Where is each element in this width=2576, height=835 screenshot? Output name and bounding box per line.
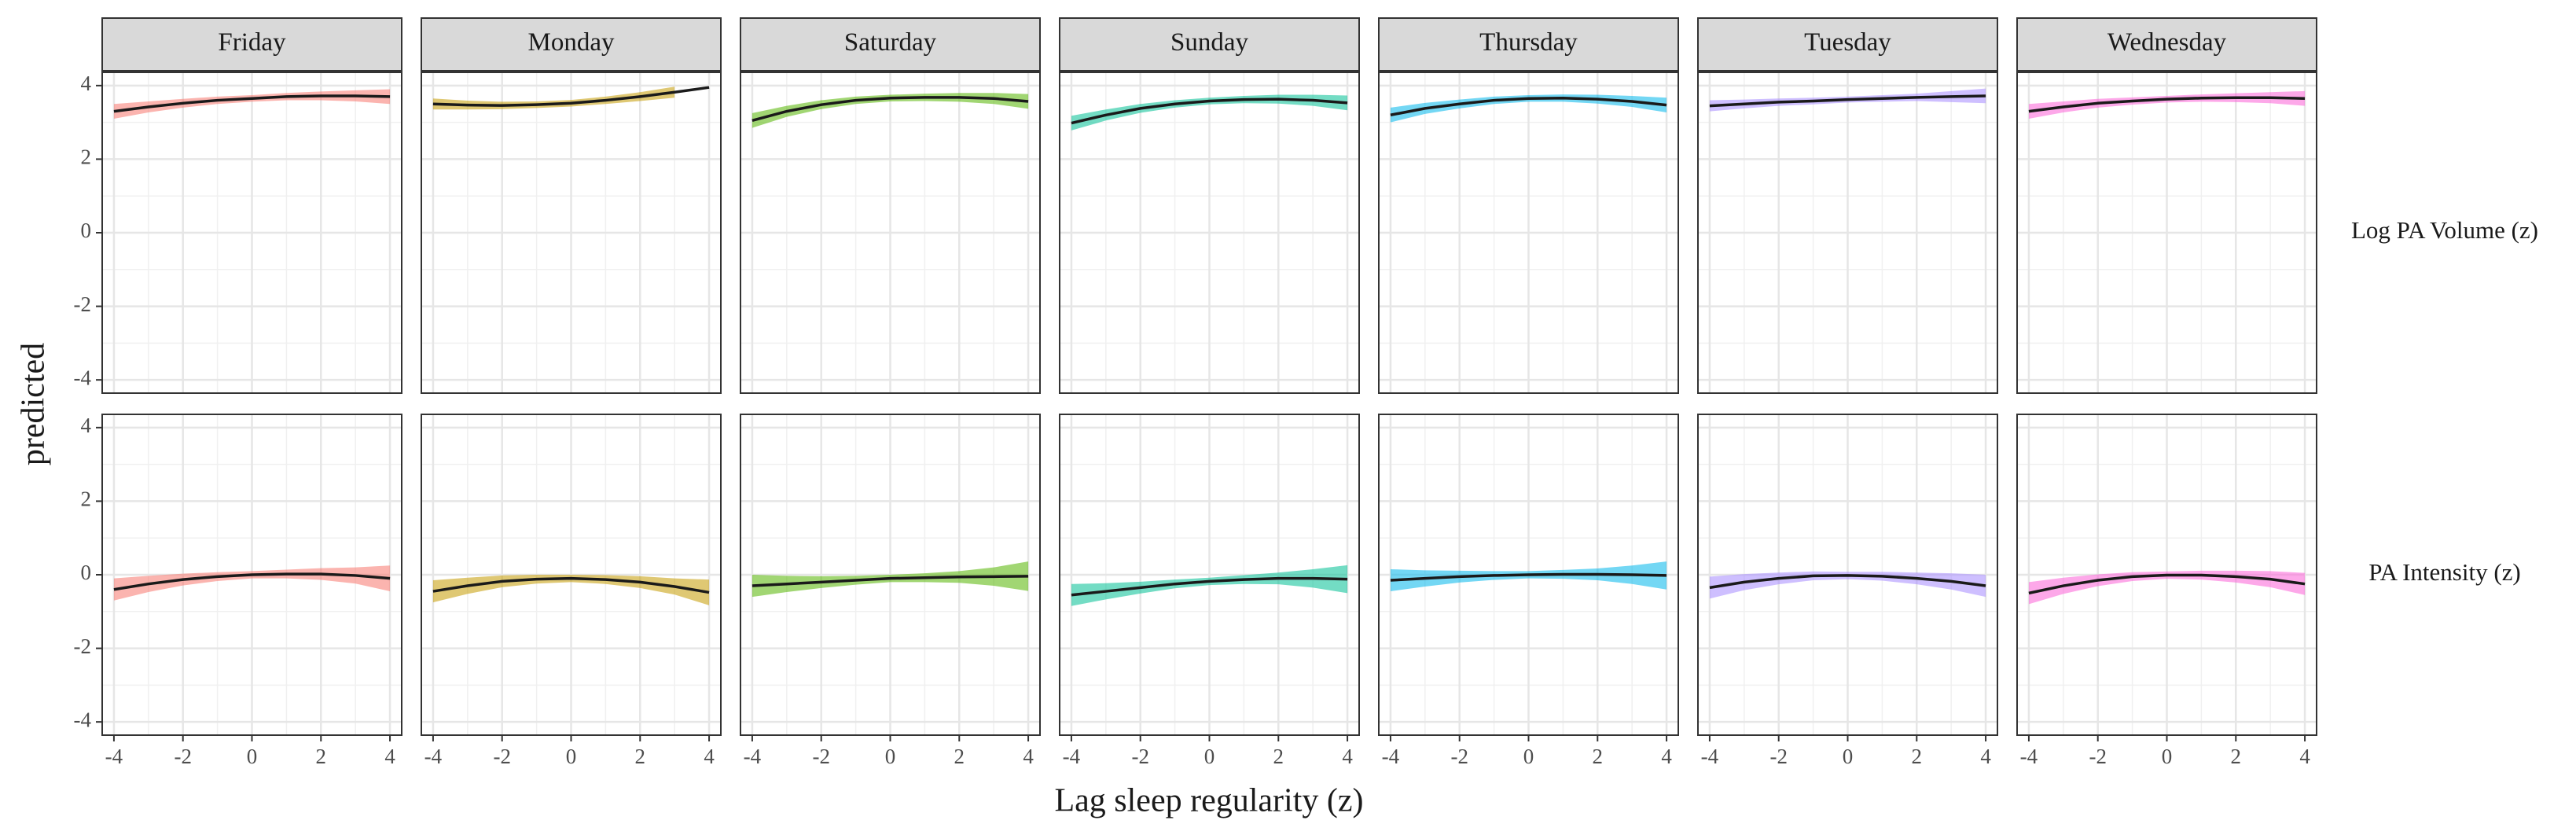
x-tick-label: 2 bbox=[1912, 745, 1923, 768]
trend-line bbox=[113, 572, 391, 591]
x-tick-label: 0 bbox=[1523, 745, 1534, 768]
strip-label: Saturday bbox=[844, 28, 937, 57]
strip-label: Friday bbox=[218, 28, 286, 57]
x-tick-label: -2 bbox=[1131, 745, 1149, 768]
y-tick-label: 4 bbox=[81, 72, 92, 95]
y-axis-title: predicted bbox=[16, 343, 52, 465]
y-tick-label: 4 bbox=[81, 414, 92, 437]
trend-line bbox=[2028, 573, 2306, 595]
strip-background bbox=[1059, 17, 1360, 72]
y-tick-label: 0 bbox=[81, 219, 92, 242]
confidence-band bbox=[751, 93, 1029, 128]
row-label: PA Intensity (z) bbox=[2368, 558, 2520, 586]
trend-line bbox=[1390, 97, 1667, 116]
strip-background bbox=[740, 17, 1041, 72]
x-tick-label: 2 bbox=[1273, 745, 1284, 768]
trend-line bbox=[1071, 97, 1348, 125]
x-tick-label: 4 bbox=[1023, 745, 1034, 768]
strip-background bbox=[2016, 17, 2317, 72]
panel-border bbox=[421, 72, 722, 394]
x-tick-label: 0 bbox=[566, 745, 577, 768]
panel-border bbox=[1378, 72, 1679, 394]
trend-line bbox=[751, 96, 1029, 122]
x-tick-label: -2 bbox=[1769, 745, 1788, 768]
strip-label: Monday bbox=[528, 28, 615, 57]
y-tick-label: 0 bbox=[81, 561, 92, 584]
y-tick-label: -2 bbox=[74, 292, 92, 316]
x-tick-label: 0 bbox=[247, 745, 258, 768]
confidence-band bbox=[1071, 565, 1348, 606]
x-tick-label: -4 bbox=[1063, 745, 1081, 768]
trend-line bbox=[113, 94, 391, 113]
trend-line bbox=[2028, 96, 2306, 113]
strip-label: Sunday bbox=[1170, 28, 1249, 57]
panel-border bbox=[1059, 72, 1360, 394]
x-tick-label: 2 bbox=[316, 745, 327, 768]
x-tick-label: 4 bbox=[384, 745, 395, 768]
x-tick-label: -4 bbox=[744, 745, 762, 768]
trend-line bbox=[432, 86, 710, 107]
row-label: Log PA Volume (z) bbox=[2351, 216, 2538, 244]
y-tick-label: 2 bbox=[81, 487, 92, 511]
x-tick-label: 2 bbox=[2231, 745, 2242, 768]
x-tick-label: 2 bbox=[635, 745, 646, 768]
x-tick-label: 4 bbox=[1342, 745, 1353, 768]
strip-background bbox=[421, 17, 722, 72]
strip-label: Thursday bbox=[1479, 28, 1578, 57]
x-tick-label: 0 bbox=[885, 745, 896, 768]
x-tick-label: 4 bbox=[1980, 745, 1991, 768]
x-tick-label: 4 bbox=[2299, 745, 2310, 768]
strip-label: Wednesday bbox=[2107, 28, 2227, 57]
y-tick-label: 2 bbox=[81, 145, 92, 169]
x-tick-label: 2 bbox=[1593, 745, 1604, 768]
x-tick-label: -4 bbox=[1701, 745, 1719, 768]
panel-border bbox=[740, 72, 1041, 394]
x-tick-label: -4 bbox=[1382, 745, 1400, 768]
trend-line bbox=[1709, 574, 1986, 590]
trend-line bbox=[1071, 576, 1348, 597]
confidence-band bbox=[432, 86, 675, 110]
x-tick-label: 4 bbox=[704, 745, 715, 768]
x-tick-label: 0 bbox=[1204, 745, 1215, 768]
y-tick-label: -2 bbox=[74, 635, 92, 658]
x-tick-label: -2 bbox=[493, 745, 511, 768]
x-tick-label: -2 bbox=[174, 745, 192, 768]
confidence-band bbox=[1390, 561, 1667, 592]
x-tick-label: -4 bbox=[424, 745, 443, 768]
x-tick-label: -2 bbox=[2089, 745, 2107, 768]
panel-border bbox=[1697, 72, 1998, 394]
trend-line bbox=[751, 575, 1029, 587]
x-tick-label: 0 bbox=[1843, 745, 1854, 768]
strip-label: Tuesday bbox=[1804, 28, 1891, 57]
x-tick-label: -4 bbox=[105, 745, 123, 768]
x-axis-title: Lag sleep regularity (z) bbox=[1055, 783, 1364, 819]
strip-background bbox=[101, 17, 402, 72]
x-tick-label: -2 bbox=[812, 745, 830, 768]
x-tick-label: 0 bbox=[2162, 745, 2173, 768]
strip-background bbox=[1697, 17, 1998, 72]
trend-line bbox=[1709, 94, 1986, 108]
x-tick-label: -4 bbox=[2020, 745, 2038, 768]
strip-background bbox=[1378, 17, 1679, 72]
x-tick-label: -2 bbox=[1450, 745, 1468, 768]
trend-line bbox=[432, 576, 710, 594]
y-tick-label: -4 bbox=[74, 366, 92, 389]
panel-border bbox=[2016, 72, 2317, 394]
y-tick-label: -4 bbox=[74, 708, 92, 731]
x-tick-label: 4 bbox=[1661, 745, 1672, 768]
trend-line bbox=[1390, 572, 1667, 582]
confidence-band bbox=[1390, 94, 1667, 123]
x-tick-label: 2 bbox=[954, 745, 965, 768]
